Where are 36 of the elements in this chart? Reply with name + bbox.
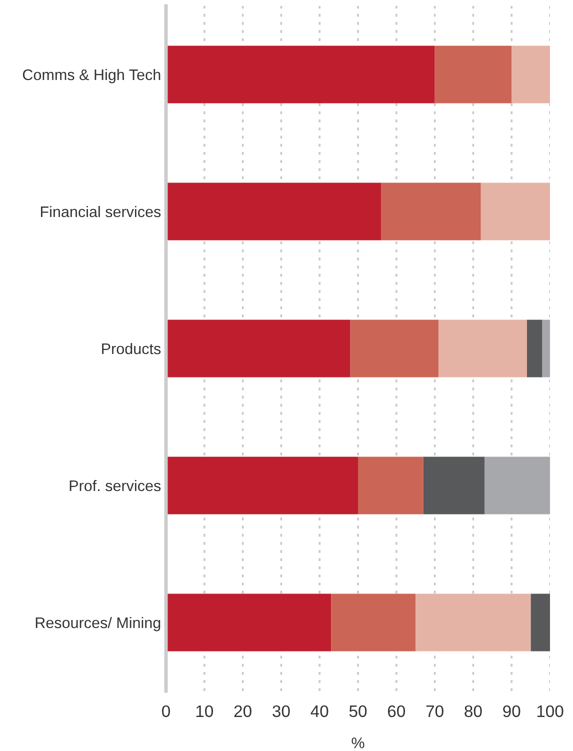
x-tick-label: 80 — [464, 705, 482, 718]
bar — [416, 594, 531, 652]
bar — [166, 182, 382, 240]
bar — [166, 320, 350, 378]
bar — [542, 320, 550, 378]
bar — [166, 46, 435, 104]
y-tick-label: Resources/ Mining — [36, 616, 160, 632]
x-tick-label: 90 — [503, 705, 520, 718]
bar — [166, 456, 358, 514]
bar — [480, 182, 550, 240]
x-tick-label: 50 — [349, 705, 367, 718]
bar — [526, 320, 542, 378]
y-tick-label: Financial services — [40, 206, 161, 218]
bar — [438, 320, 527, 378]
bar — [166, 594, 332, 652]
x-axis-title: % — [352, 738, 364, 748]
x-tick-label: 20 — [234, 705, 252, 718]
y-tick-label: Prof. services — [70, 480, 161, 492]
bar — [434, 46, 512, 104]
bar — [484, 456, 550, 514]
x-tick-label: 40 — [310, 705, 328, 718]
bar — [381, 182, 481, 240]
x-tick-label: 0 — [162, 705, 170, 718]
bar — [350, 320, 439, 378]
y-tick-label: Products — [102, 342, 161, 354]
bar — [512, 46, 550, 104]
bar — [530, 594, 550, 652]
x-tick-label: 100 — [537, 705, 564, 718]
x-tick-label: 30 — [272, 705, 290, 718]
x-tick-label: 10 — [196, 705, 214, 718]
bar — [331, 594, 416, 652]
x-tick-label: 60 — [388, 705, 406, 718]
bar — [423, 456, 485, 514]
x-tick-label: 70 — [426, 705, 444, 718]
bar — [358, 456, 424, 514]
y-tick-label: Comms & High Tech — [22, 68, 160, 84]
